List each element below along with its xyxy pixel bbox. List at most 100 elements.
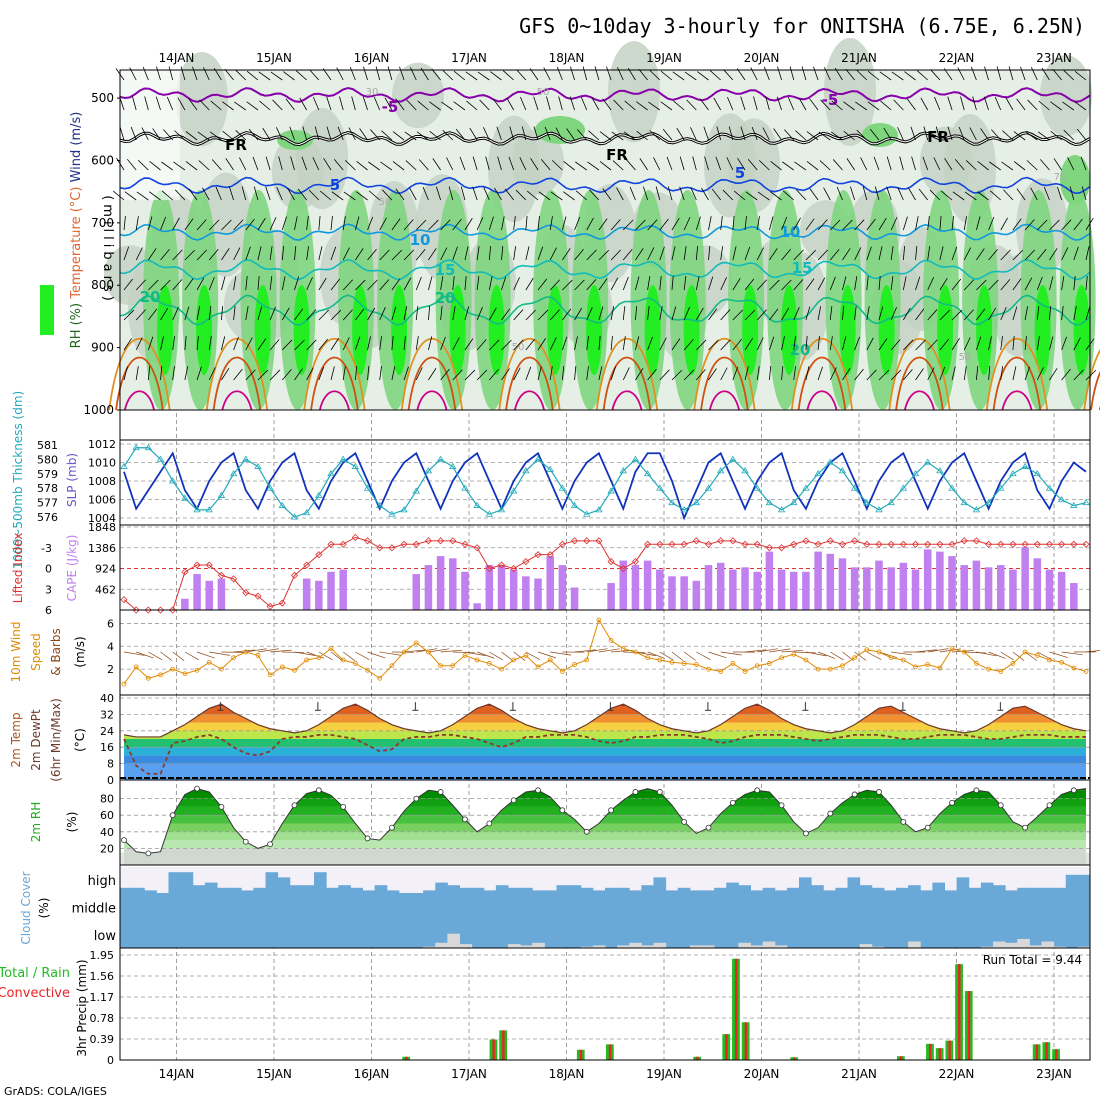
isotherm-label: FR [927, 128, 949, 146]
surface-isotherm [903, 390, 935, 411]
wind-speed-marker [766, 661, 772, 666]
wind-barb [598, 366, 603, 381]
wind-barb [442, 129, 454, 141]
wind-barb [927, 246, 931, 261]
wind-barb [349, 66, 356, 81]
surface-isotherm [498, 337, 561, 411]
cloud-bar-high [120, 887, 133, 893]
wind10-barb [854, 651, 867, 661]
wind-barb [221, 367, 230, 381]
wind-barb [354, 216, 360, 231]
wind-barb [476, 246, 480, 261]
wind-barb [269, 369, 281, 381]
thickness-marker [887, 498, 895, 506]
li-marker [144, 606, 152, 614]
wind-barb [679, 186, 685, 201]
wind-barb [671, 246, 676, 261]
wind-barb [246, 101, 259, 111]
wind-barb [586, 336, 589, 351]
upper-air-label-part: Temperature (°C) [69, 187, 84, 303]
wind-barb [586, 279, 597, 291]
cloud-bar-low [774, 945, 788, 948]
li-marker [802, 537, 810, 545]
wind-barb [270, 71, 283, 81]
wind-barb [342, 366, 346, 381]
wind-barb [135, 337, 143, 351]
li-marker [254, 592, 262, 600]
wind-barb [257, 306, 263, 321]
temp-band [124, 747, 1086, 756]
cape-bar [1021, 547, 1029, 610]
isotherm-label: 15 [792, 259, 813, 277]
cloud-bar-high [592, 890, 606, 893]
wind-barb [829, 248, 840, 261]
wind-barb [763, 66, 770, 81]
wind-speed-marker [718, 669, 724, 674]
cape-bar [863, 567, 871, 610]
wind10-barb [136, 651, 154, 659]
wind-barb [976, 216, 981, 231]
li-marker [899, 540, 907, 548]
wind-barb [196, 249, 208, 261]
wind-barb [399, 66, 405, 81]
wind-barb [866, 246, 872, 261]
cape-bar [1009, 569, 1017, 610]
wind10-barb [586, 648, 608, 653]
surface-isotherm [318, 390, 350, 411]
wind-barb [672, 71, 685, 81]
isotherm-label: 5 [735, 164, 745, 182]
wind-barb [343, 191, 356, 201]
wind-barb [756, 216, 760, 231]
wind-barb [356, 160, 368, 171]
cloud-bar-middle [920, 893, 933, 922]
wind-barb [756, 337, 764, 351]
wind-barb [367, 336, 371, 351]
wind-barb [940, 190, 953, 201]
wind-barb [432, 158, 441, 171]
wind10-barb [696, 651, 711, 660]
wind-barb [610, 277, 619, 291]
rh-contour-label: 70 [439, 302, 452, 313]
wind-speed-marker [413, 640, 419, 646]
wind-barb [137, 160, 149, 171]
wind-speed-marker [121, 681, 127, 687]
cloud-bar-high [677, 887, 691, 893]
wind-barb [359, 128, 368, 141]
wind10-barb [671, 651, 684, 661]
wind-barb [1036, 276, 1043, 291]
rh-marker [267, 841, 274, 848]
wind-barb [963, 216, 967, 231]
cloud-bar-high [192, 885, 206, 893]
wind-barb [606, 66, 612, 81]
li-marker [936, 540, 944, 548]
rh-shade-bright [391, 285, 408, 375]
cloud-bar-high [1053, 887, 1067, 893]
wind-barb [172, 279, 183, 291]
top-date-label: 15JAN [256, 51, 292, 65]
cloud-bar-middle [980, 893, 994, 922]
li-marker [388, 544, 396, 552]
wind-barb [969, 127, 977, 141]
wind-barb [720, 309, 731, 321]
rh-marker [559, 807, 566, 814]
wind-barb [124, 191, 137, 201]
cloud-bar-middle [799, 893, 812, 922]
wind-speed-marker [584, 657, 590, 663]
wind-barb [526, 190, 539, 201]
wind-barb [395, 188, 405, 201]
wind10-barb [1012, 651, 1025, 661]
rh-shade-green [1060, 155, 1090, 205]
wind-barb [166, 96, 174, 111]
wind-barb [221, 276, 226, 291]
wind-speed-marker [864, 647, 870, 653]
wind-barb [917, 70, 928, 81]
thickness-marker [266, 484, 274, 491]
wind-barb [537, 338, 546, 351]
wind-speed-marker [669, 659, 675, 665]
wind-barb [530, 157, 539, 171]
wind-barb [842, 219, 853, 231]
cloud-bar-low [908, 941, 921, 948]
wind-barb [793, 279, 804, 291]
thickness-marker [217, 491, 226, 498]
wind-barb [989, 190, 1002, 201]
